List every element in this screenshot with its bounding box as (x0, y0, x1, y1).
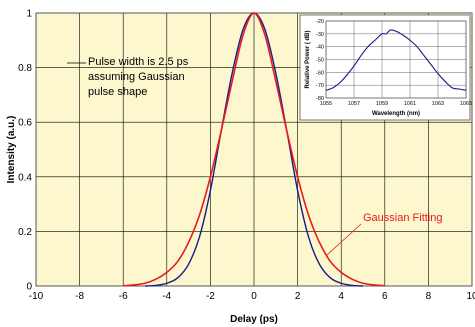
main-series (123, 12, 385, 287)
gaussian-fit-line (123, 12, 385, 287)
x-tick-label: 2 (295, 291, 301, 302)
pulse-width-annotation: Pulse width is 2.5 ps assuming Gaussian … (67, 56, 189, 98)
x-tick-label: -10 (29, 291, 44, 302)
annotation-line-3: pulse shape (88, 86, 147, 98)
x-axis-label: Delay (ps) (230, 314, 278, 325)
y-tick-labels: 0 0.2 0.4 0.6 0.8 1 (18, 9, 32, 293)
annotation-line-1: Pulse width is 2.5 ps (88, 56, 189, 68)
inset-y-tick-label: -70 (316, 83, 324, 89)
inset-x-tick-label: 1057 (348, 101, 360, 107)
y-tick-label: 0.6 (18, 118, 32, 129)
inset-y-tick-label: -50 (316, 58, 324, 64)
inset-x-tick-label: 1063 (432, 101, 444, 107)
x-tick-label: 0 (251, 291, 257, 302)
inset-y-tick-label: -40 (316, 45, 324, 51)
inset-x-axis-label: Wavelength (nm) (372, 111, 420, 117)
fit-leader-line (325, 223, 362, 257)
inset-series (325, 29, 467, 91)
y-tick-label: 1 (26, 9, 32, 20)
inset-y-tick-label: -20 (316, 19, 324, 25)
inset-y-tick-label: -60 (316, 70, 324, 76)
x-tick-label: 6 (382, 291, 388, 302)
inset-y-tick-label: -80 (316, 96, 324, 102)
inset-y-tick-label: -30 (316, 32, 324, 38)
x-tick-label: 10 (466, 291, 475, 302)
x-tick-label: -4 (162, 291, 171, 302)
inset-x-tick-label: 1055 (320, 101, 332, 107)
y-axis-label: Intensity (a.u.) (6, 116, 17, 184)
fit-series-label: Gaussian Fitting (363, 212, 442, 224)
x-tick-labels: -10 -8 -6 -4 -2 0 2 4 6 8 10 (29, 291, 475, 302)
inset-grid (325, 20, 467, 99)
y-tick-label: 0.2 (18, 227, 32, 238)
x-tick-label: -8 (75, 291, 84, 302)
inset-x-tick-label: 1065 (460, 101, 472, 107)
x-tick-label: 8 (426, 291, 432, 302)
inset-y-tick-labels: -20 -30 -40 -50 -60 -70 -80 (316, 19, 324, 102)
inset-x-tick-label: 1059 (376, 101, 388, 107)
x-tick-label: -6 (119, 291, 128, 302)
y-tick-label: 0.8 (18, 63, 32, 74)
inset-x-tick-labels: 1055 1057 1059 1061 1063 1065 (320, 101, 472, 107)
inset-x-tick-label: 1061 (404, 101, 416, 107)
annotation-line-2: assuming Gaussian (88, 71, 185, 83)
inset-y-axis-label: Relative Power ( dB) (305, 30, 311, 88)
spectrum-line (325, 29, 467, 91)
x-tick-label: -2 (206, 291, 215, 302)
y-tick-label: 0 (26, 282, 32, 293)
spectrum-inset: 1055 1057 1059 1061 1063 1065 -20 -30 -40 -50 -60… (299, 14, 472, 121)
y-tick-label: 0.4 (18, 172, 32, 183)
x-tick-label: 4 (338, 291, 344, 302)
gaussian-fitting-label: Gaussian Fitting (325, 212, 442, 257)
